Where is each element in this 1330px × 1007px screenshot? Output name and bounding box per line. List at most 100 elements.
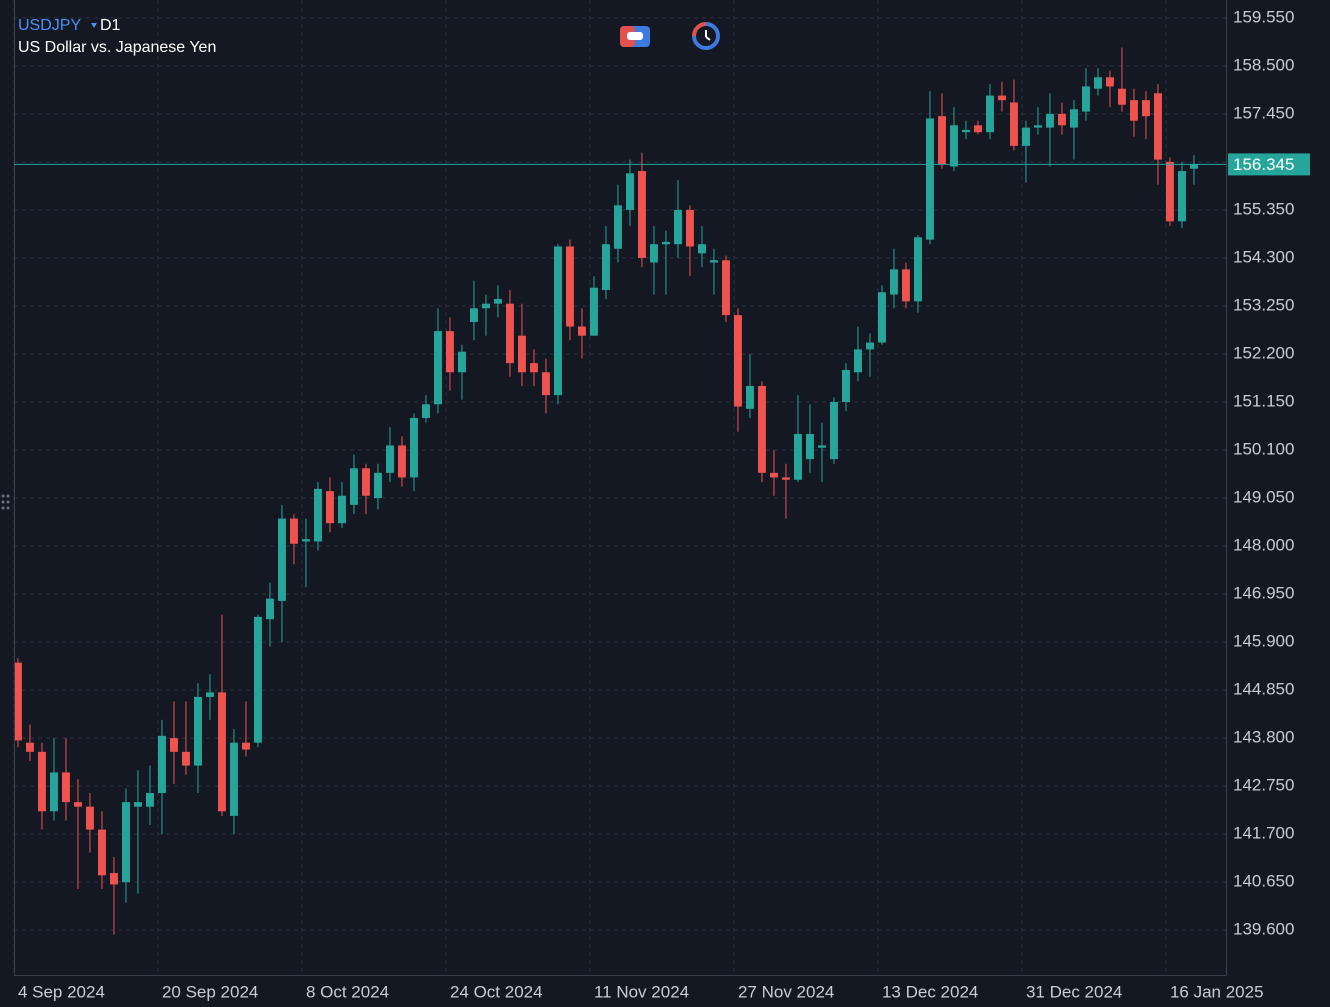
y-tick-label: 153.250	[1233, 295, 1294, 314]
candle-body	[170, 738, 178, 752]
candle-body	[62, 772, 70, 803]
symbol[interactable]: USDJPY	[18, 17, 81, 34]
candle-body	[146, 792, 154, 807]
candle-body	[686, 209, 694, 247]
x-tick-label: 13 Dec 2024	[882, 982, 978, 1001]
y-tick-label: 148.000	[1233, 536, 1294, 555]
candle-body	[1178, 171, 1186, 222]
candle-body	[974, 125, 982, 133]
candle-body	[638, 171, 646, 258]
y-tick-label: 152.200	[1233, 343, 1294, 362]
candle-body	[626, 173, 634, 210]
candle-body	[218, 692, 226, 812]
candle-body	[1022, 127, 1030, 146]
candle-body	[698, 244, 706, 254]
candle-body	[254, 616, 262, 743]
candle-body	[326, 491, 334, 524]
subtitle: US Dollar vs. Japanese Yen	[18, 39, 216, 56]
candle-body	[746, 385, 754, 409]
candle-body	[1106, 77, 1114, 87]
candle-body	[998, 95, 1006, 101]
y-tick-label: 145.900	[1233, 632, 1294, 651]
candle-body	[422, 404, 430, 418]
candle-body	[494, 299, 502, 304]
trade-icon[interactable]	[620, 26, 650, 47]
candle-body	[758, 385, 766, 473]
y-tick-label: 140.650	[1233, 872, 1294, 891]
candle-body	[782, 477, 790, 480]
candle-body	[1142, 100, 1150, 117]
candle-body	[38, 751, 46, 812]
y-tick-label: 157.450	[1233, 103, 1294, 122]
y-tick-label: 151.150	[1233, 391, 1294, 410]
candle-body	[1154, 93, 1162, 160]
y-tick-label: 141.700	[1233, 824, 1294, 843]
candle-body	[362, 468, 370, 496]
candle-body	[230, 742, 238, 816]
candle-body	[650, 244, 658, 263]
y-tick-label: 143.800	[1233, 728, 1294, 747]
candle-body	[818, 445, 826, 448]
candle-body	[830, 401, 838, 460]
candle-body	[734, 315, 742, 407]
candle-body	[446, 331, 454, 373]
last-price-label: 156.345	[1233, 155, 1294, 174]
candle-body	[962, 129, 970, 133]
candle-body	[842, 369, 850, 402]
candle-body	[1058, 113, 1066, 126]
clock-icon[interactable]	[692, 22, 720, 50]
last-price-box	[1228, 153, 1310, 176]
candle-body	[14, 662, 22, 741]
candle-body	[518, 335, 526, 373]
candle-body	[1190, 164, 1198, 169]
candle-body	[290, 518, 298, 544]
x-tick-label: 11 Nov 2024	[594, 982, 689, 1001]
x-tick-label: 27 Nov 2024	[738, 982, 834, 1001]
symbol-dropdown[interactable]	[91, 23, 97, 28]
panel-handle[interactable]	[1, 494, 10, 510]
x-tick-label: 31 Dec 2024	[1026, 982, 1122, 1001]
candle-body	[1166, 161, 1174, 222]
candle-body	[590, 287, 598, 336]
candle-body	[602, 244, 610, 290]
candle-body	[530, 363, 538, 373]
candle-body	[926, 118, 934, 240]
candle-body	[1082, 86, 1090, 112]
candle-body	[770, 472, 778, 478]
candle-body	[566, 246, 574, 327]
y-tick-label: 154.300	[1233, 247, 1294, 266]
candle-body	[1070, 109, 1078, 128]
candle-body	[242, 742, 250, 750]
candle-body	[710, 260, 718, 263]
candle-body	[374, 472, 382, 499]
candle-body	[98, 829, 106, 876]
candle-body	[722, 260, 730, 316]
candle-body	[470, 308, 478, 322]
axes: 159.550158.500157.450156.400155.350154.3…	[14, 7, 1310, 1001]
candle-body	[1046, 113, 1054, 128]
candle-body	[302, 539, 310, 542]
y-tick-label: 142.750	[1233, 776, 1294, 795]
candle-body	[86, 806, 94, 830]
y-tick-label: 149.050	[1233, 488, 1294, 507]
x-tick-label: 8 Oct 2024	[306, 982, 389, 1001]
candle-body	[398, 445, 406, 478]
candle-body	[194, 696, 202, 766]
candle-body	[482, 303, 490, 309]
candle-body	[206, 692, 214, 697]
candle-body	[1118, 88, 1126, 105]
candle-body	[158, 735, 166, 793]
candle-body	[410, 417, 418, 478]
candle-body	[578, 326, 586, 336]
candle-body	[674, 209, 682, 245]
candle-body	[134, 802, 142, 807]
candle-body	[914, 237, 922, 302]
x-tick-label: 16 Jan 2025	[1170, 982, 1264, 1001]
candle-body	[386, 445, 394, 473]
candle-body	[878, 292, 886, 343]
grid	[13, 0, 1226, 975]
timeframe[interactable]: D1	[100, 17, 121, 34]
candle-body	[542, 372, 550, 396]
